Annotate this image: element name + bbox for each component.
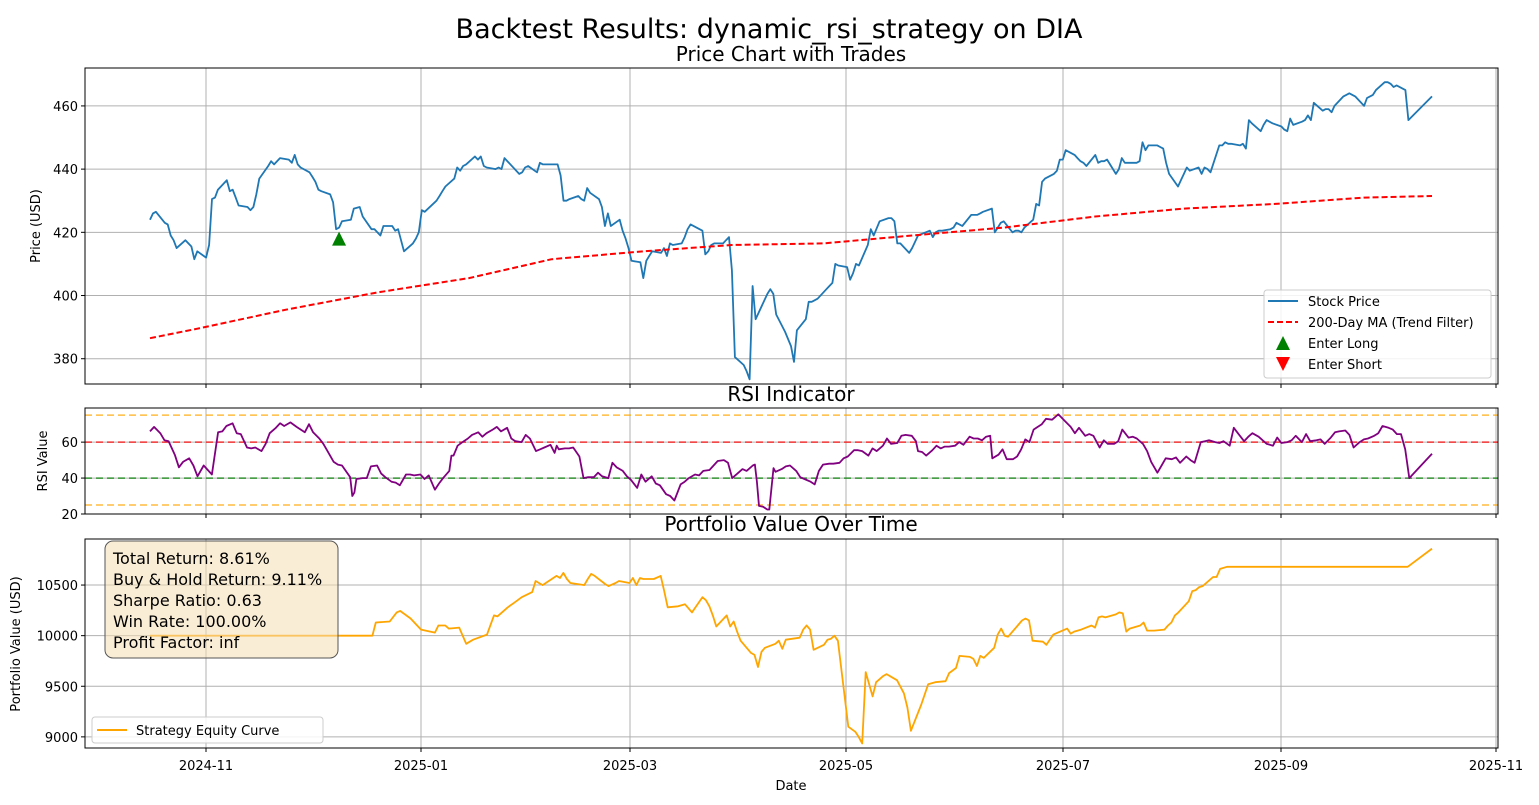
price-legend: Stock Price 200-Day MA (Trend Filter) En… [1263, 289, 1492, 379]
rsi-line [149, 413, 1433, 511]
y-tick-label: 20 [61, 508, 78, 523]
y-tick-label: 9500 [45, 680, 78, 695]
y-tick-label: 440 [53, 163, 78, 178]
x-tick-label: 2025-05 [819, 759, 873, 774]
rsi-y-ticks: 20 40 60 [61, 436, 85, 523]
legend-enter-long-label: Enter Long [1308, 337, 1378, 352]
figure-suptitle: Backtest Results: dynamic_rsi_strategy o… [456, 14, 1083, 45]
rsi-plot-area [85, 413, 1498, 511]
price-y-axis-label: Price (USD) [29, 189, 44, 263]
legend-enter-long-marker [1276, 336, 1290, 350]
y-tick-label: 40 [61, 472, 78, 487]
price-y-ticks: 380 400 420 440 460 [53, 100, 85, 368]
stats-box-background [104, 540, 339, 659]
rsi-chart-panel: RSI Indicator 20 40 60 RSI Value [36, 382, 1499, 523]
x-tick-label: 2025-01 [394, 759, 448, 774]
equity-y-ticks: 9000 9500 10000 10500 [37, 579, 85, 746]
price-axes-frame [84, 67, 1499, 385]
equity-legend: Strategy Equity Curve [91, 716, 324, 744]
rsi-y-axis-label: RSI Value [36, 431, 51, 492]
equity-legend-box [91, 716, 324, 744]
rsi-chart-title: RSI Indicator [727, 382, 855, 406]
x-tick-label: 2025-11 [1469, 759, 1523, 774]
y-tick-label: 9000 [45, 731, 78, 746]
stats-buy-hold-return: Buy & Hold Return: 9.11% [113, 570, 322, 589]
stats-box: Total Return: 8.61% Buy & Hold Return: 9… [104, 540, 339, 659]
equity-chart-title: Portfolio Value Over Time [664, 512, 917, 536]
x-tick-label: 2025-09 [1254, 759, 1308, 774]
equity-plot-area [150, 547, 1433, 745]
y-tick-label: 400 [53, 290, 78, 305]
y-tick-label: 380 [53, 353, 78, 368]
stats-win-rate: Win Rate: 100.00% [113, 612, 267, 631]
rsi-x-ticks [205, 514, 1497, 518]
legend-enter-short-label: Enter Short [1308, 358, 1382, 373]
enter-long-marker [332, 231, 347, 246]
y-tick-label: 460 [53, 100, 78, 115]
price-legend-box [1263, 289, 1492, 379]
price-chart-title: Price Chart with Trades [676, 42, 906, 66]
y-tick-label: 10500 [37, 579, 78, 594]
equity-x-ticks: 2024-11 2025-01 2025-03 2025-05 2025-07 2025-… [179, 748, 1523, 774]
y-tick-label: 10000 [37, 630, 78, 645]
stats-total-return: Total Return: 8.61% [112, 549, 270, 568]
x-tick-label: 2024-11 [179, 759, 233, 774]
price-x-ticks [205, 384, 1497, 388]
x-tick-label: 2025-07 [1036, 759, 1090, 774]
legend-equity-label: Strategy Equity Curve [136, 724, 279, 739]
y-tick-label: 420 [53, 226, 78, 241]
legend-stock-price-label: Stock Price [1308, 295, 1380, 310]
rsi-chart-grid [85, 408, 1498, 515]
x-axis-label: Date [775, 779, 806, 794]
price-chart-grid [85, 68, 1498, 384]
stats-sharpe-ratio: Sharpe Ratio: 0.63 [113, 591, 262, 610]
stock-price-line [149, 81, 1433, 381]
legend-ma-label: 200-Day MA (Trend Filter) [1308, 316, 1474, 331]
equity-y-axis-label: Portfolio Value (USD) [9, 576, 24, 711]
stats-profit-factor: Profit Factor: inf [113, 633, 240, 652]
price-chart-panel: Price Chart with Trades 380400420440460 … [29, 42, 1499, 388]
equity-curve-line [150, 547, 1433, 745]
equity-chart-panel: Portfolio Value Over Time 9000 9500 10000 1… [9, 512, 1523, 774]
price-plot-area [149, 81, 1433, 381]
equity-axes-frame [84, 538, 1499, 749]
y-tick-label: 60 [61, 436, 78, 451]
moving-average-line [149, 195, 1433, 340]
legend-enter-short-marker [1276, 357, 1290, 371]
rsi-axes-frame [84, 407, 1499, 515]
x-tick-label: 2025-03 [603, 759, 657, 774]
